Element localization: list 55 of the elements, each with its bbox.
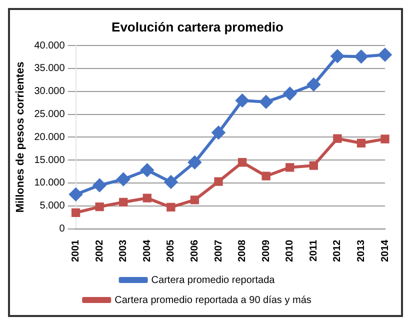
x-tick-label: 2004: [142, 239, 153, 262]
point: [309, 161, 318, 170]
point: [188, 156, 202, 169]
x-tick-label: 2008: [237, 239, 248, 262]
point: [236, 94, 249, 108]
x-tick-label: 2003: [118, 239, 130, 262]
point: [283, 87, 296, 100]
point: [140, 164, 154, 177]
y-tick-label: 20.000: [34, 132, 66, 143]
x-tick-label: 2001: [70, 239, 82, 262]
point: [119, 198, 128, 207]
point: [214, 177, 223, 186]
point: [166, 202, 176, 212]
y-tick-label: 35.000: [34, 63, 66, 74]
y-tick-label: 30.000: [34, 86, 66, 98]
y-tick-label: 5.000: [40, 200, 66, 212]
point: [380, 134, 390, 144]
point: [262, 172, 270, 180]
y-tick-label: 0: [59, 224, 66, 235]
legend-label: Cartera promedio reportada a 90 días y más: [114, 294, 312, 306]
x-tick-label: 2005: [166, 239, 177, 262]
x-tick-label: 2007: [213, 239, 224, 262]
point: [69, 188, 82, 201]
point: [212, 126, 225, 140]
point: [307, 78, 320, 92]
x-tick-label: 2011: [308, 239, 320, 262]
x-tick-label: 2002: [94, 239, 106, 262]
x-tick-label: 2006: [189, 239, 200, 262]
point: [238, 158, 247, 167]
chart-title: Evolución cartera promedio: [112, 19, 284, 34]
point: [378, 48, 392, 62]
point: [142, 194, 152, 202]
x-tick-label: 2013: [356, 239, 367, 262]
point: [356, 138, 366, 148]
y-tick-label: 25.000: [34, 109, 66, 120]
point: [190, 196, 200, 204]
point: [95, 202, 104, 212]
legend-label: Cartera promedio reportada: [151, 274, 276, 286]
point: [286, 163, 294, 172]
point: [333, 134, 342, 143]
point: [330, 50, 344, 63]
x-tick-label: 2012: [332, 239, 344, 262]
y-axis-title: Millones de pesos corrientes: [14, 62, 27, 213]
point: [354, 50, 368, 64]
x-tick-label: 2009: [260, 239, 272, 262]
point: [116, 172, 130, 186]
point: [260, 95, 273, 108]
point: [71, 208, 80, 218]
point: [93, 178, 106, 192]
y-tick-label: 40.000: [34, 40, 66, 52]
y-tick-label: 15.000: [34, 154, 66, 166]
x-tick-label: 2010: [284, 239, 296, 262]
y-tick-label: 10.000: [34, 178, 66, 189]
point: [164, 176, 178, 189]
x-tick-label: 2014: [380, 239, 391, 262]
